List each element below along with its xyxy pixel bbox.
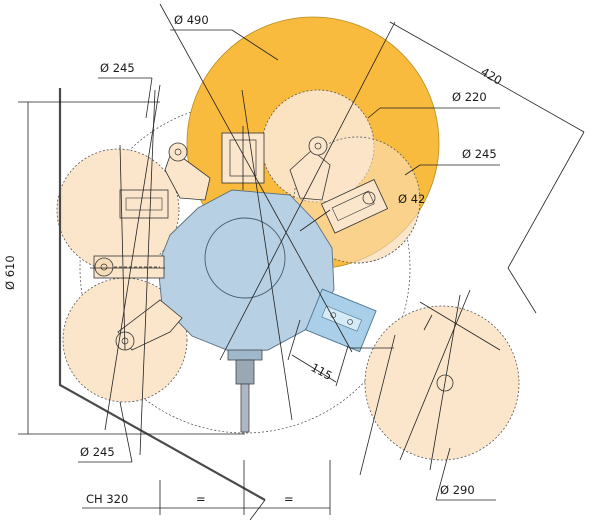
label-d290: Ø 290 bbox=[440, 483, 475, 497]
label-eq2: = bbox=[284, 492, 294, 506]
guard-frame bbox=[58, 88, 266, 521]
dimension-610: Ø 610 bbox=[3, 101, 245, 435]
shaft-rod bbox=[240, 383, 250, 433]
construction-lines bbox=[90, 3, 537, 476]
shaft-nut bbox=[235, 359, 255, 385]
leader-d245-right: Ø 245 bbox=[404, 147, 500, 176]
label-d245-bottom: Ø 245 bbox=[80, 445, 115, 459]
label-d245-top: Ø 245 bbox=[100, 61, 135, 75]
tool-holder-left-mid bbox=[93, 255, 165, 279]
detached-circle-290 bbox=[364, 305, 520, 461]
leader-d245-bottom: Ø 245 bbox=[78, 401, 133, 463]
blue-tool-block bbox=[305, 288, 377, 353]
label-eq1: = bbox=[196, 492, 206, 506]
tool-holder-left bbox=[119, 142, 211, 219]
shaft-flange bbox=[227, 349, 263, 361]
label-420: 420 bbox=[479, 64, 505, 87]
turret-center-circle bbox=[204, 217, 286, 299]
label-d490: Ø 490 bbox=[174, 13, 209, 27]
label-d42: Ø 42 bbox=[398, 192, 425, 206]
label-610: Ø 610 bbox=[3, 255, 17, 290]
label-115: 115 bbox=[309, 360, 335, 383]
dimension-ch320: CH 320 = = bbox=[82, 460, 331, 515]
label-d220: Ø 220 bbox=[452, 90, 487, 104]
tool-holder-right bbox=[289, 136, 389, 234]
leader-d245-top: Ø 245 bbox=[98, 61, 153, 119]
detached-circle-hub bbox=[436, 374, 454, 392]
tool-holder-top bbox=[221, 126, 265, 190]
label-d245-right: Ø 245 bbox=[462, 147, 497, 161]
label-ch320: CH 320 bbox=[86, 492, 128, 506]
leader-d220: Ø 220 bbox=[367, 90, 500, 119]
leader-d490: Ø 490 bbox=[170, 13, 279, 61]
leader-d42: Ø 42 bbox=[398, 192, 425, 206]
leader-d290: Ø 290 bbox=[435, 447, 496, 501]
